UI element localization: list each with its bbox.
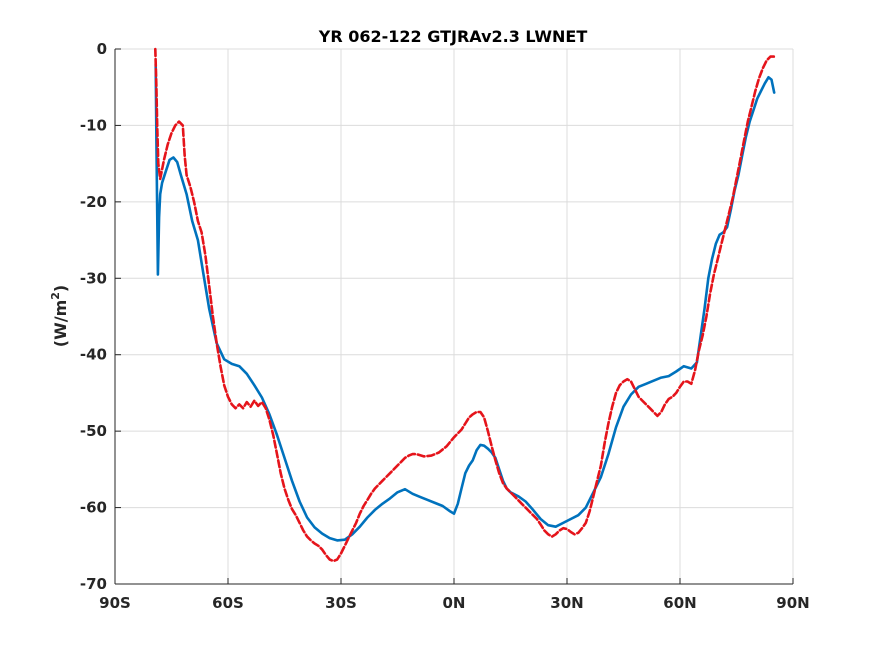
y-axis-label-close: ): [51, 285, 70, 292]
series-line-2: [154, 47, 776, 563]
y-tick-label: 0: [97, 40, 107, 58]
x-tick-labels: 90S 60S 30S 0N 30N 60N 90N: [99, 594, 810, 612]
x-tick-label: 0N: [443, 594, 466, 612]
y-axis-label-main: (W/m: [51, 300, 70, 347]
y-tick-label: -60: [80, 499, 107, 517]
x-tick-label: 60S: [212, 594, 244, 612]
x-tick-label: 60N: [663, 594, 696, 612]
x-tick-label: 30N: [550, 594, 583, 612]
x-tick-label: 30S: [325, 594, 357, 612]
x-tick-label: 90S: [99, 594, 131, 612]
y-tick-label: -40: [80, 346, 107, 364]
grid-lines: [114, 48, 794, 585]
series-layer: [154, 47, 776, 563]
y-tick-label: -20: [80, 193, 107, 211]
y-tick-label: -50: [80, 422, 107, 440]
series-line-1: [154, 63, 776, 542]
y-tick-label: -10: [80, 116, 107, 134]
axes: [114, 48, 794, 585]
y-axis-label: (W/m2): [49, 285, 70, 347]
x-tick-label: 90N: [776, 594, 809, 612]
y-tick-labels: 0 -10 -20 -30 -40 -50 -60 -70: [80, 40, 107, 593]
y-axis-label-superscript: 2: [49, 292, 62, 300]
chart-title: YR 062-122 GTJRAv2.3 LWNET: [318, 27, 588, 46]
y-tick-label: -30: [80, 269, 107, 287]
y-tick-label: -70: [80, 575, 107, 593]
